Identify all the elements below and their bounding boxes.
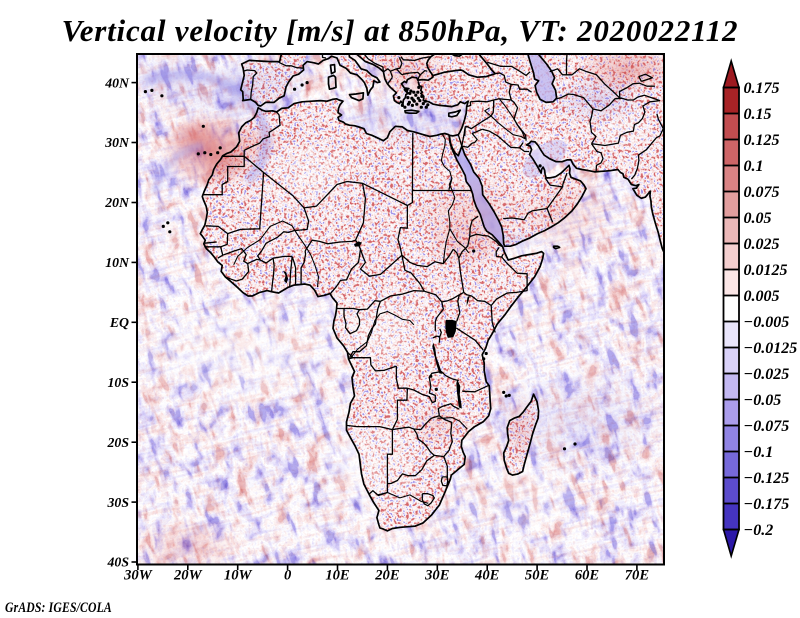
- svg-text:−0.005: −0.005: [744, 314, 790, 331]
- svg-text:−0.05: −0.05: [744, 392, 782, 409]
- svg-text:EQ: EQ: [109, 315, 129, 330]
- svg-text:40S: 40S: [107, 555, 130, 570]
- svg-text:0.005: 0.005: [744, 288, 780, 305]
- svg-text:0.175: 0.175: [744, 80, 780, 97]
- svg-text:−0.0125: −0.0125: [744, 340, 798, 357]
- svg-text:20E: 20E: [374, 568, 400, 584]
- svg-text:30E: 30E: [424, 568, 450, 584]
- svg-text:0.1: 0.1: [744, 158, 764, 175]
- svg-text:0.0125: 0.0125: [744, 262, 788, 279]
- svg-text:0: 0: [284, 568, 292, 584]
- svg-text:−0.025: −0.025: [744, 366, 790, 383]
- svg-text:20S: 20S: [107, 435, 130, 450]
- svg-text:40E: 40E: [474, 568, 500, 584]
- svg-text:10S: 10S: [108, 375, 130, 390]
- svg-text:−0.1: −0.1: [744, 444, 774, 461]
- svg-text:20N: 20N: [104, 195, 130, 210]
- svg-text:30N: 30N: [104, 135, 130, 150]
- svg-text:0.025: 0.025: [744, 236, 780, 253]
- svg-text:0.075: 0.075: [744, 184, 780, 201]
- svg-text:−0.075: −0.075: [744, 418, 790, 435]
- svg-text:−0.175: −0.175: [744, 496, 790, 513]
- svg-text:30S: 30S: [107, 495, 130, 510]
- svg-text:10E: 10E: [325, 568, 350, 584]
- svg-text:10W: 10W: [224, 568, 253, 584]
- svg-text:0.05: 0.05: [744, 210, 772, 227]
- svg-text:50E: 50E: [525, 568, 550, 584]
- svg-text:−0.2: −0.2: [744, 522, 774, 539]
- svg-text:70E: 70E: [625, 568, 650, 584]
- svg-text:30W: 30W: [123, 568, 153, 584]
- svg-text:40N: 40N: [104, 75, 130, 90]
- svg-text:20W: 20W: [173, 568, 203, 584]
- svg-text:0.15: 0.15: [744, 106, 772, 123]
- svg-text:10N: 10N: [105, 255, 130, 270]
- svg-text:60E: 60E: [575, 568, 600, 584]
- svg-text:−0.125: −0.125: [744, 470, 790, 487]
- svg-text:0.125: 0.125: [744, 132, 780, 149]
